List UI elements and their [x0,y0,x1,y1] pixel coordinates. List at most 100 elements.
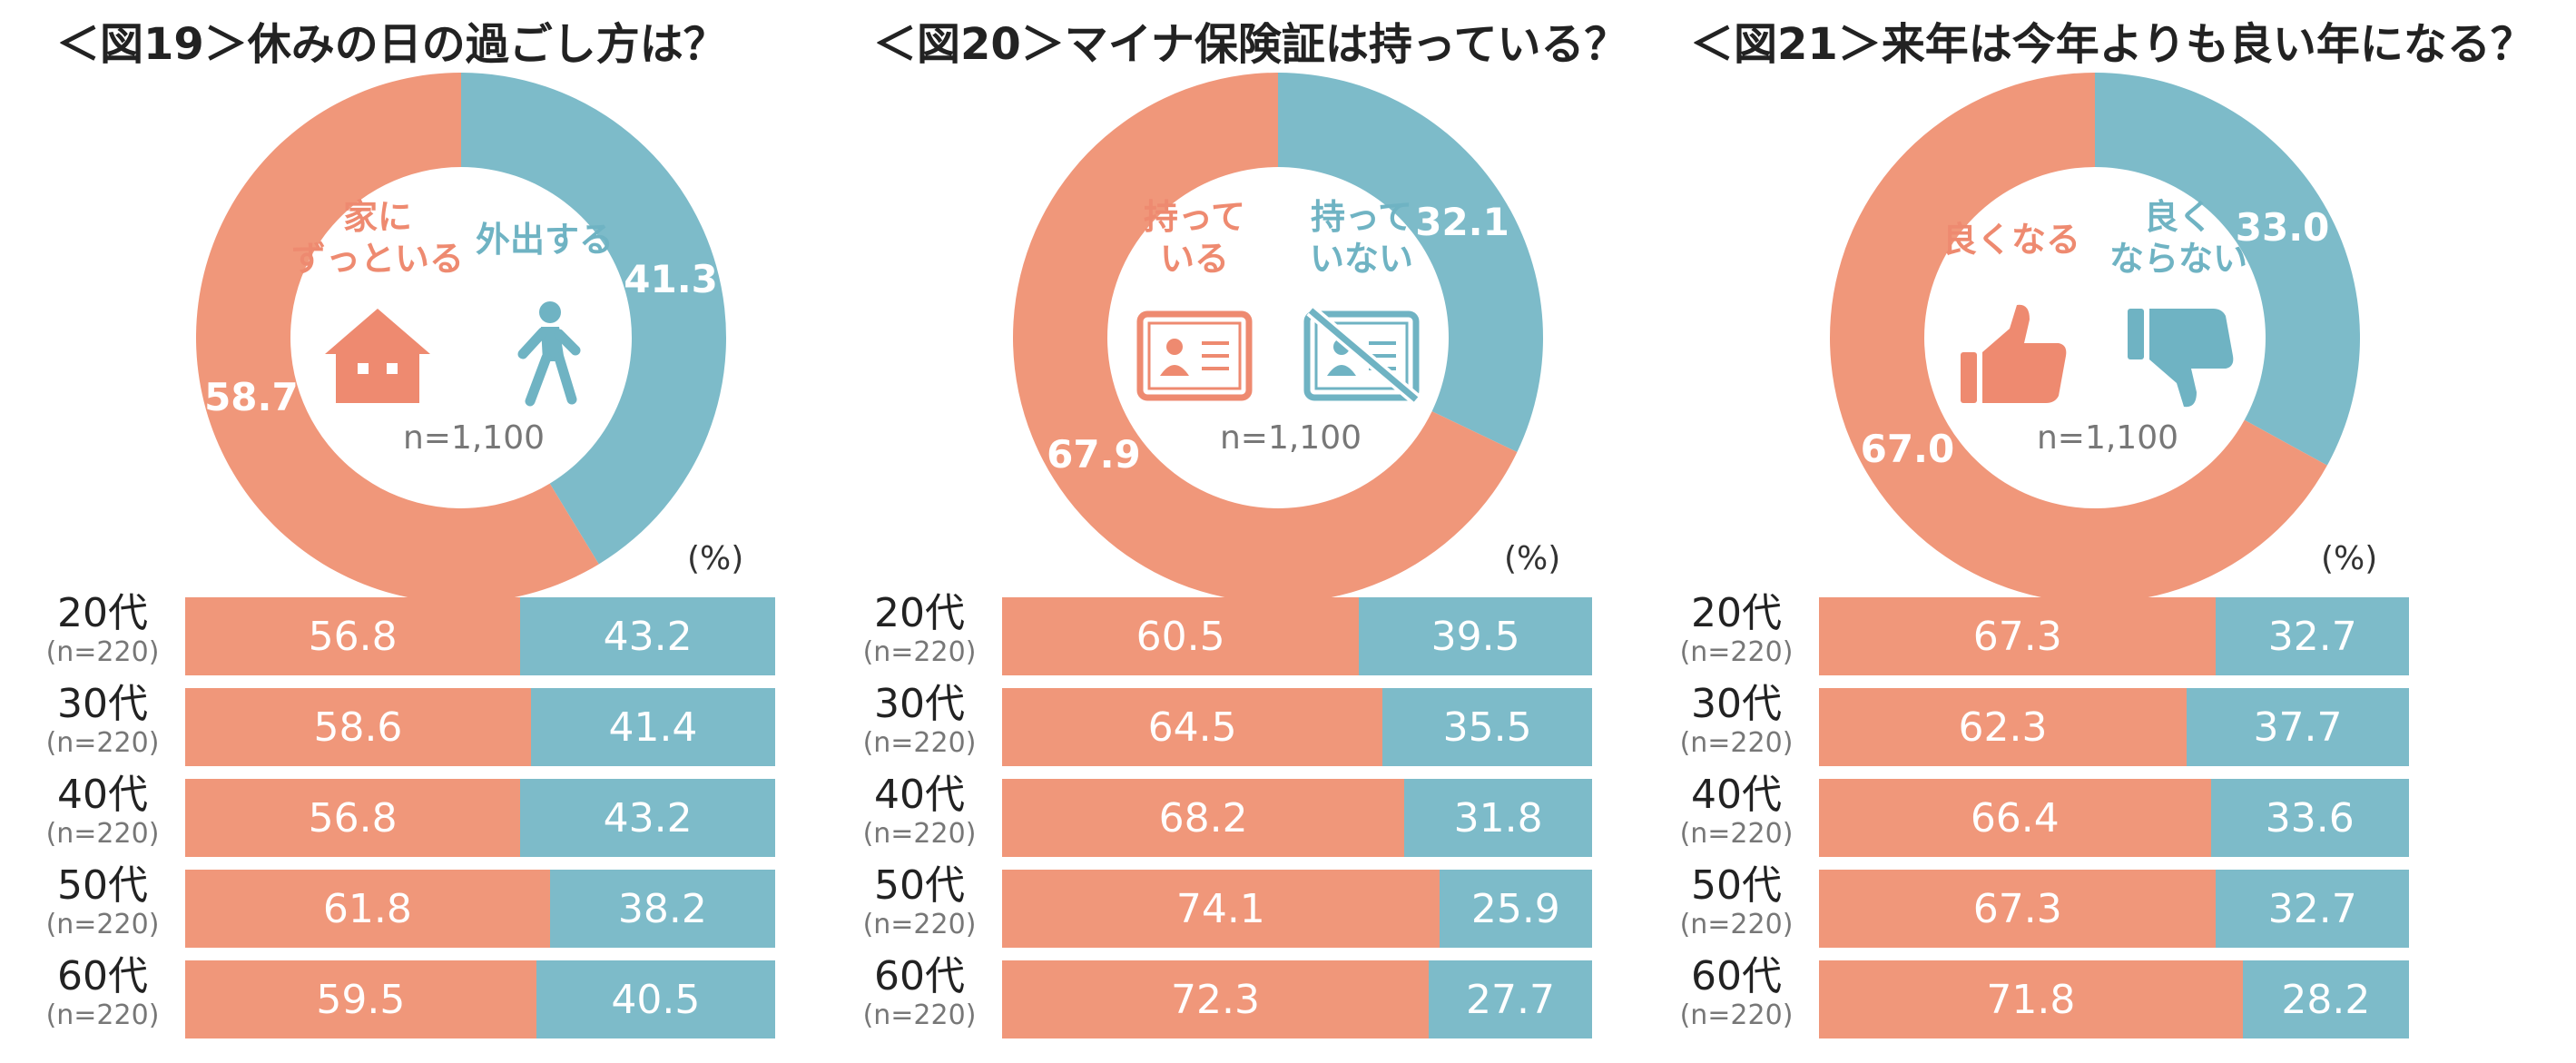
unit-label: (%) [1504,540,1561,577]
age-group-label: 40代 (n=220) [25,772,180,850]
stacked-bar: 58.6 41.4 [185,688,775,766]
age-sample-size: (n=220) [1679,999,1794,1031]
age-sample-size: (n=220) [862,999,977,1031]
age-group-label: 50代 (n=220) [1659,862,1814,940]
bar-segment-a: 56.8 [185,779,521,857]
bar-segment-a: 68.2 [1002,779,1405,857]
pie-slice-b [461,73,727,565]
bar-segment-a: 67.3 [1819,597,2217,675]
pie-slice-a [196,73,599,599]
stacked-bar: 67.3 32.7 [1819,597,2409,675]
center-label-a: 良くなる [1942,220,2080,260]
bar-segment-b: 28.2 [2242,960,2409,1038]
age-group-label: 30代 (n=220) [842,681,997,759]
age-label: 50代 [1691,862,1782,909]
chart-panel-19: ＜図19＞休みの日の過ごし方は？ 41.3 58.7 家にずっといる 外出する n=1,… [46,0,873,1063]
age-sample-size: (n=220) [45,727,160,759]
stacked-bar: 60.5 39.5 [1002,597,1592,675]
center-label-b: 外出する [476,220,614,260]
bar-segment-a: 66.4 [1819,779,2211,857]
age-group-label: 50代 (n=220) [842,862,997,940]
bar-segment-b: 38.2 [549,870,775,948]
thumbs-down-icon [2128,309,2234,408]
bar-segment-b: 40.5 [536,960,775,1038]
bar-segment-a: 62.3 [1819,688,2187,766]
sample-size-label: n=1,100 [2037,419,2178,457]
id-card-crossed-icon [1303,305,1421,405]
age-label: 40代 [874,772,965,818]
bar-segment-a: 59.5 [185,960,536,1038]
age-label: 50代 [874,862,965,909]
bar-segment-b: 32.7 [2216,597,2409,675]
stacked-bar: 64.5 35.5 [1002,688,1592,766]
pie-slice-b [2095,73,2360,466]
slice-value-label: 58.7 [204,375,299,419]
age-label: 20代 [874,590,965,636]
age-label: 40代 [1691,772,1782,818]
chart-title: ＜図19＞休みの日の過ごし方は？ [56,19,727,70]
age-label: 60代 [1691,953,1782,999]
bar-segment-a: 72.3 [1002,960,1429,1038]
chart-title: ＜図21＞来年は今年よりも良い年になる？ [1690,19,2534,70]
stacked-bar: 56.8 43.2 [185,779,775,857]
house-icon [325,309,430,403]
pie-slice-a [1013,73,1518,599]
bar-segment-a: 71.8 [1819,960,2243,1038]
bar-segment-b: 31.8 [1404,779,1592,857]
stacked-bar: 67.3 32.7 [1819,870,2409,948]
bar-segment-a: 60.5 [1002,597,1360,675]
center-label-a: 持っている [1144,197,1245,279]
age-group-label: 20代 (n=220) [842,590,997,668]
age-sample-size: (n=220) [45,818,160,850]
bar-segment-b: 37.7 [2186,688,2409,766]
age-sample-size: (n=220) [1679,909,1794,940]
bar-segment-a: 64.5 [1002,688,1383,766]
stacked-bar: 74.1 25.9 [1002,870,1592,948]
age-group-label: 60代 (n=220) [25,953,180,1031]
bar-segment-a: 56.8 [185,597,521,675]
bar-segment-b: 43.2 [520,779,775,857]
age-label: 20代 [57,590,148,636]
bar-segment-b: 25.9 [1439,870,1592,948]
age-group-label: 50代 (n=220) [25,862,180,940]
age-label: 30代 [1691,681,1782,727]
center-label-b: 持っていない [1310,197,1413,279]
age-sample-size: (n=220) [45,909,160,940]
age-sample-size: (n=220) [862,636,977,668]
stacked-bar: 61.8 38.2 [185,870,775,948]
slice-value-label: 41.3 [624,257,718,301]
bar-segment-a: 61.8 [185,870,550,948]
age-group-label: 30代 (n=220) [1659,681,1814,759]
age-sample-size: (n=220) [862,727,977,759]
age-label: 30代 [57,681,148,727]
pie-slice-b [1278,73,1543,452]
slice-value-label: 67.0 [1861,427,1955,471]
donut-chart: 41.3 58.7 家にずっといる 外出する n=1,100 [196,73,727,599]
age-label: 60代 [874,953,965,999]
age-label: 40代 [57,772,148,818]
age-group-label: 60代 (n=220) [842,953,997,1031]
age-sample-size: (n=220) [862,909,977,940]
bar-segment-b: 32.7 [2216,870,2409,948]
age-group-label: 40代 (n=220) [842,772,997,850]
age-sample-size: (n=220) [1679,636,1794,668]
bar-segment-a: 74.1 [1002,870,1440,948]
stacked-bar: 56.8 43.2 [185,597,775,675]
center-label-a: 家にずっといる [291,197,464,279]
age-sample-size: (n=220) [45,999,160,1031]
stacked-bar: 72.3 27.7 [1002,960,1592,1038]
slice-value-label: 32.1 [1415,200,1509,244]
bar-segment-b: 33.6 [2210,779,2409,857]
age-group-label: 60代 (n=220) [1659,953,1814,1031]
stacked-bar: 62.3 37.7 [1819,688,2409,766]
slice-value-label: 67.9 [1047,432,1141,477]
bar-segment-b: 39.5 [1359,597,1592,675]
chart-title: ＜図20＞マイナ保険証は持っている？ [873,19,1628,70]
bar-segment-b: 43.2 [520,597,775,675]
bar-segment-b: 27.7 [1428,960,1592,1038]
age-label: 60代 [57,953,148,999]
chart-panel-20: ＜図20＞マイナ保険証は持っている？ 32.1 67.9 持っている 持っていない n=… [863,0,1690,1063]
stacked-bar: 59.5 40.5 [185,960,775,1038]
stacked-bar: 71.8 28.2 [1819,960,2409,1038]
